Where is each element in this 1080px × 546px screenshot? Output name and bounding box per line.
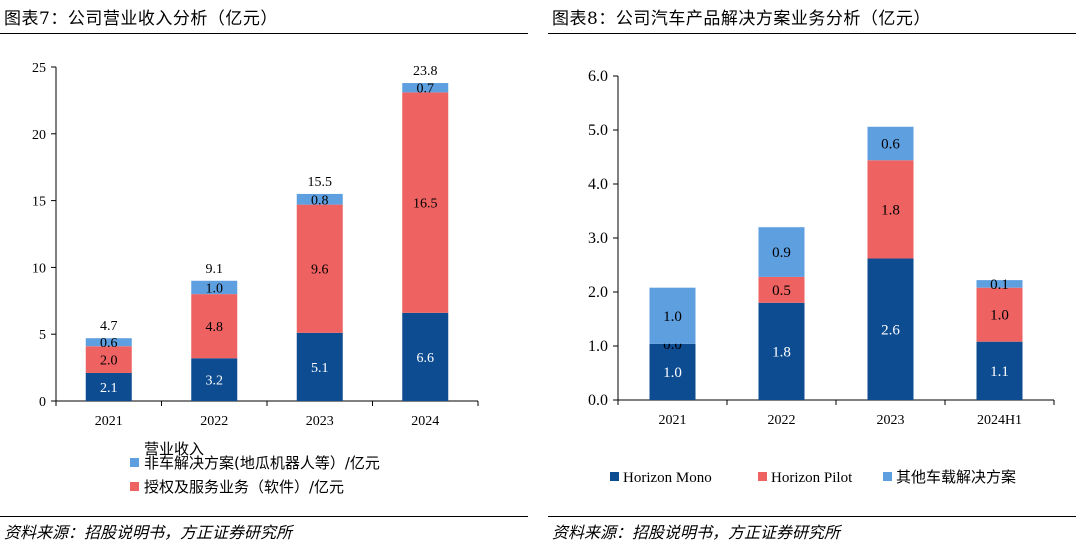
legend-label: 其他车载解决方案 (896, 468, 1016, 486)
data-label: 0.6 (100, 336, 118, 351)
y-tick-label: 2.0 (588, 284, 608, 301)
bar-segment (296, 193, 343, 205)
legend-label: Horizon Mono (623, 470, 712, 486)
source-rule (0, 516, 528, 517)
y-tick-label: 0.0 (588, 392, 608, 409)
bar-segment (296, 204, 343, 333)
y-tick-label: 6.0 (588, 68, 608, 85)
legend-title: 营业收入 (144, 440, 204, 458)
data-label: 3.2 (206, 374, 224, 389)
total-label: 15.5 (308, 175, 333, 190)
bar-segment (976, 280, 1023, 288)
data-label: 0.5 (772, 283, 791, 299)
source-note: 资料来源：招股说明书，方正证券研究所 (4, 523, 293, 542)
x-tick-label: 2022 (768, 413, 796, 428)
title-rule (0, 33, 528, 34)
bar-segment (296, 332, 343, 401)
x-tick-label: 2023 (306, 414, 334, 429)
bar-segment (867, 126, 914, 161)
bar-segment (402, 92, 449, 313)
revenue-stacked-bar-chart: 0 5 10 15 20 25 2021 2.1 2.0 0.6 4.7 2022 3.2 4.8 1.0 9… (32, 61, 479, 496)
data-label: 6.6 (417, 351, 435, 366)
y-tick-label: 15 (32, 195, 46, 210)
data-label: 1.0 (663, 365, 682, 381)
legend-swatch (130, 482, 139, 491)
y-tick-label: 4.0 (588, 176, 608, 193)
bar-segment (191, 294, 238, 359)
data-label: 5.1 (311, 361, 329, 376)
legend-swatch (883, 472, 892, 481)
data-label: 4.8 (206, 320, 224, 335)
data-label: 1.0 (206, 281, 224, 296)
y-tick-label: 0 (39, 395, 46, 410)
x-tick-label: 2021 (659, 413, 687, 428)
x-tick-label: 2024H1 (977, 413, 1022, 428)
bar-segment (867, 258, 914, 400)
y-tick-label: 5.0 (588, 122, 608, 139)
bar-segment (758, 227, 805, 277)
data-label: 2.1 (100, 381, 118, 396)
data-label: 0.9 (772, 245, 791, 261)
bar-segment (976, 287, 1023, 342)
data-label: 2.0 (100, 354, 118, 369)
y-tick-label: 1.0 (588, 338, 608, 355)
data-label: 0.1 (990, 277, 1009, 293)
bar-segment (649, 343, 696, 400)
legend-swatch (758, 472, 767, 481)
y-tick-label: 25 (32, 61, 46, 76)
auto-solutions-stacked-bar-chart: 0.01.02.03.04.05.06.020211.00.01.020221.… (588, 68, 1055, 486)
y-tick-label: 10 (32, 261, 46, 276)
legend-label: 授权及服务业务（软件）/亿元 (144, 478, 344, 496)
y-tick-label: 5 (39, 328, 46, 343)
data-label: 0.7 (417, 82, 435, 97)
title-rule (548, 33, 1076, 34)
data-label: 2.6 (881, 322, 900, 338)
bar-segment (976, 341, 1023, 400)
x-tick-label: 2023 (877, 413, 905, 428)
bar-segment (758, 276, 805, 303)
data-label: 1.0 (663, 309, 682, 325)
x-tick-label: 2024 (411, 414, 439, 429)
legend-label: Horizon Pilot (771, 470, 853, 486)
bar-segment (191, 280, 238, 295)
y-tick-label: 20 (32, 128, 46, 143)
legend-swatch (610, 472, 619, 481)
data-label: 1.1 (990, 364, 1009, 380)
bar-segment (85, 346, 132, 373)
y-tick-label: 3.0 (588, 230, 608, 247)
x-tick-label: 2021 (95, 414, 123, 429)
data-label: 1.0 (990, 308, 1009, 324)
figure-title-8: 图表8：公司汽车产品解决方案业务分析（亿元） (552, 9, 931, 29)
bar-segment (85, 372, 132, 401)
source-note: 资料来源：招股说明书，方正证券研究所 (552, 523, 841, 542)
bar-segment (649, 287, 696, 344)
x-tick-label: 2022 (200, 414, 228, 429)
data-label: 1.8 (772, 344, 791, 360)
bar-segment (402, 83, 449, 93)
data-label: 16.5 (413, 197, 438, 212)
bar-segment (758, 302, 805, 400)
panel-revenue: 图表7：公司营业收入分析（亿元） 0 5 10 15 20 25 2021 2.1 2.0 0.6… (0, 0, 532, 546)
total-label: 4.7 (100, 319, 118, 334)
panel-auto-solutions: 图表8：公司汽车产品解决方案业务分析（亿元） 0.0 1.0 2.0 3.0 4.0 5.… (548, 0, 1080, 546)
data-label: 0.8 (311, 193, 329, 208)
total-label: 23.8 (413, 64, 438, 79)
legend-label: 非车解决方案(地瓜机器人等）/亿元 (144, 454, 380, 472)
bar-segment (191, 358, 238, 401)
bar-segment (867, 160, 914, 259)
total-label: 9.1 (206, 262, 224, 277)
data-label: 9.6 (311, 263, 329, 278)
data-label: 1.8 (881, 202, 900, 218)
data-label: 0.6 (881, 137, 900, 153)
figure-title-7: 图表7：公司营业收入分析（亿元） (4, 9, 278, 29)
source-rule (548, 516, 1076, 517)
bar-segment (85, 338, 132, 347)
bar-segment (402, 312, 449, 401)
legend-swatch (130, 458, 139, 467)
